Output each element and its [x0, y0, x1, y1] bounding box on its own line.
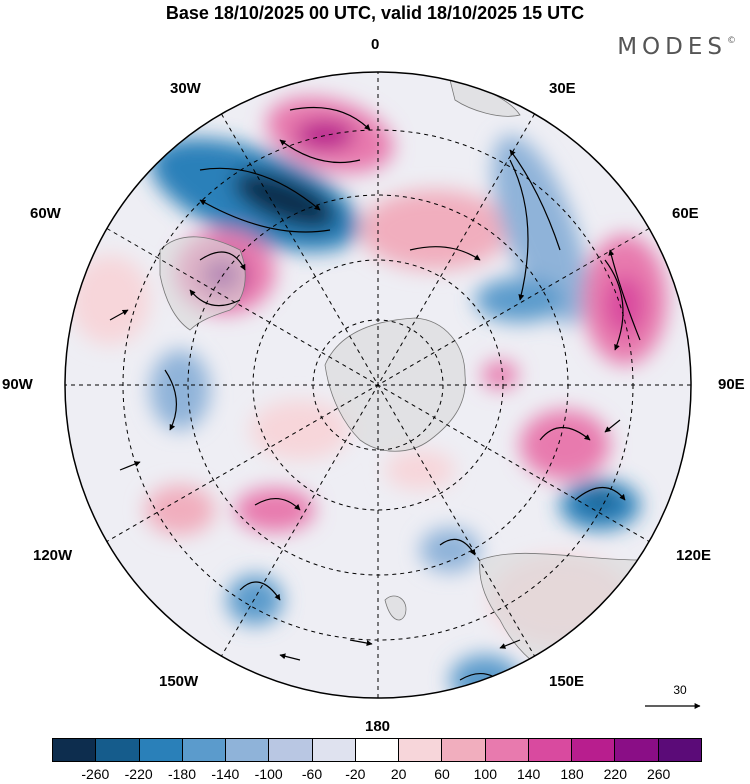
colorbar-tick-label: 100 — [473, 766, 498, 782]
lon-label: 0 — [371, 36, 380, 53]
colorbar-tick-label: 260 — [646, 766, 671, 782]
lon-label: 150W — [159, 673, 199, 690]
wind-vectors — [109, 106, 641, 686]
wind-arrow — [409, 246, 481, 261]
colorbar-swatch — [269, 739, 313, 761]
wind-arrow — [539, 427, 591, 441]
colorbar-swatch — [658, 739, 701, 761]
lon-label: 30W — [170, 80, 201, 97]
wind-arrow — [199, 251, 246, 271]
colorbar-swatch — [226, 739, 270, 761]
colorbar-swatch — [96, 739, 140, 761]
lon-label: 120W — [33, 547, 73, 564]
modes-logo: MODES© — [617, 34, 736, 60]
south-america-tip — [159, 236, 246, 331]
wind-arrow — [349, 639, 373, 646]
wind-arrow — [439, 538, 476, 556]
map-title: Base 18/10/2025 00 UTC, valid 18/10/2025… — [165, 3, 585, 23]
wind-arrow — [199, 167, 321, 211]
brand-mark: © — [727, 36, 736, 46]
wind-arrow — [239, 581, 281, 601]
wind-arrow — [279, 139, 361, 164]
lon-label: 180 — [365, 718, 391, 735]
colorbar-swatch — [355, 739, 400, 761]
colorbar-swatch — [312, 739, 356, 761]
colorbar-tick-label: -140 — [211, 766, 240, 782]
colorbar-swatch — [528, 739, 573, 761]
wind-arrow — [164, 369, 178, 431]
colorbar-tick-label: -20 — [345, 766, 366, 782]
colorbar-swatch — [485, 739, 529, 761]
colorbar-swatch — [53, 739, 97, 761]
colorbar-tick-label: 60 — [434, 766, 450, 782]
lon-label: 90W — [2, 376, 33, 393]
colorbar-swatch — [182, 739, 227, 761]
colorbar-swatch — [399, 739, 443, 761]
wind-arrow — [574, 487, 626, 501]
colorbar-tick-label: -60 — [301, 766, 323, 782]
wind-arrow — [189, 289, 241, 307]
wind-arrow — [289, 106, 371, 131]
colorbar-tick-label: -100 — [254, 766, 283, 782]
lon-label: 120E — [676, 547, 712, 564]
new-zealand — [384, 595, 407, 621]
wind-arrow — [499, 639, 521, 649]
colorbar-tick-label: -180 — [167, 766, 197, 782]
lon-label: 90E — [718, 376, 745, 393]
wind-arrow — [279, 653, 301, 661]
wind-arrow — [604, 419, 621, 433]
colorbar-ticks: -260 -220 -180 -140 -100 -60 -20 20 60 100 140 180 2… — [0, 766, 750, 784]
lon-label: 30E — [549, 80, 576, 97]
colorbar-swatch — [615, 739, 659, 761]
colorbar — [52, 738, 702, 762]
colorbar-tick-label: -260 — [81, 766, 110, 782]
colorbar-tick-label: 140 — [516, 766, 541, 782]
map-boundary — [64, 71, 692, 699]
colorbar-tick-label: 20 — [390, 766, 407, 782]
colorbar-swatch — [572, 739, 616, 761]
lon-label: 60W — [30, 205, 61, 222]
wind-arrow — [254, 498, 301, 511]
colorbar-swatch — [139, 739, 183, 761]
colorbar-swatch — [442, 739, 486, 761]
colorbar-tick-label: -220 — [124, 766, 153, 782]
lon-label: 60E — [672, 205, 699, 222]
wind-arrow — [608, 249, 641, 341]
wind-arrow — [509, 159, 529, 301]
antarctica — [324, 317, 466, 452]
colorbar-tick-label: 180 — [560, 766, 584, 782]
wind-arrow — [509, 149, 561, 251]
brand-name: MODES — [617, 34, 727, 60]
colorbar-tick-label: 220 — [603, 766, 628, 782]
wind-arrow — [109, 309, 129, 321]
wind-arrow — [119, 461, 141, 471]
vector-reference-value: 30 — [673, 683, 687, 697]
lon-label: 150E — [549, 673, 585, 690]
wind-arrow — [199, 199, 331, 233]
wind-arrow — [604, 259, 624, 351]
graticule — [65, 72, 691, 698]
